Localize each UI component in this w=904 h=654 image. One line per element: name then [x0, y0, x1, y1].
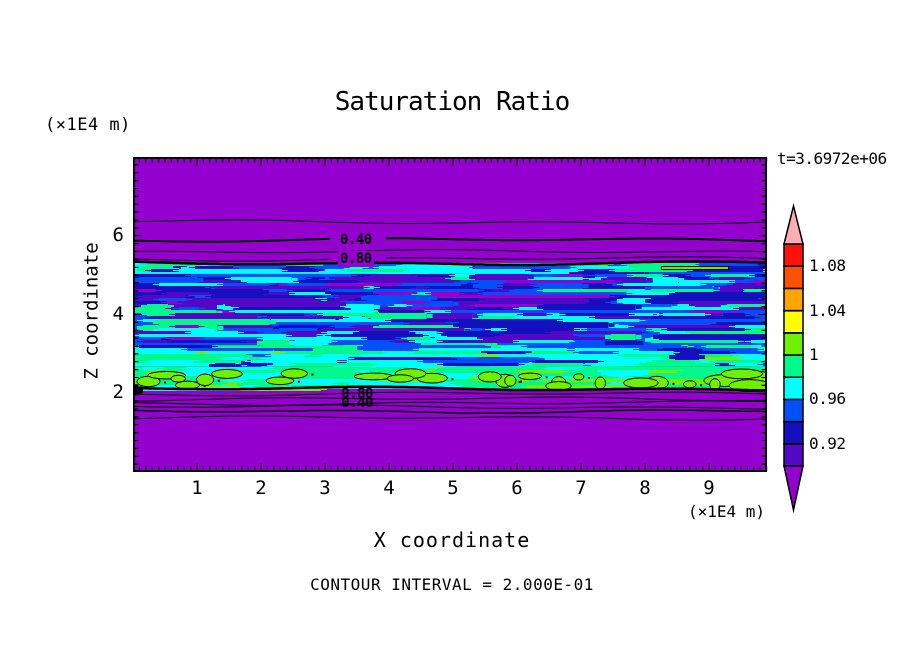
colorbar-tick-label: 0.92: [809, 433, 846, 453]
chart-title: Saturation Ratio: [334, 87, 570, 117]
x-tick-label: 2: [255, 477, 267, 499]
z-tick-label: 4: [112, 302, 124, 325]
colorbar-tick-label: 1: [809, 345, 819, 364]
x-tick-label: 7: [575, 477, 587, 499]
z-tick-label: 2: [112, 381, 124, 404]
z-tick-label: 6: [112, 223, 124, 246]
x-tick-label: 3: [319, 477, 331, 499]
colorbar-tick-label: 0.96: [809, 389, 846, 409]
contour-line-label: 0.40: [338, 232, 374, 249]
x-tick-label: 6: [511, 477, 523, 499]
x-axis-unit-label: (×1E4 m): [688, 502, 766, 521]
x-tick-label: 9: [703, 477, 715, 499]
contour-line-label: 0.80: [338, 250, 374, 267]
x-tick-label: 4: [383, 477, 395, 499]
colorbar-tick-label: 1.04: [809, 300, 846, 320]
x-axis-title: X coordinate: [373, 528, 531, 552]
z-axis-unit-label: (×1E4 m): [45, 115, 131, 135]
x-tick-label: 8: [639, 477, 651, 499]
x-tick-label: 1: [191, 477, 203, 499]
x-tick-label: 5: [447, 477, 459, 499]
contour-line-label: 0.40: [341, 395, 373, 412]
contour-interval-note: CONTOUR INTERVAL = 2.000E-01: [310, 575, 594, 594]
contour-line-label: 0.80: [341, 386, 373, 403]
time-annotation: t=3.6972e+06: [777, 149, 887, 168]
colorbar-tick-label: 1.08: [809, 256, 846, 276]
